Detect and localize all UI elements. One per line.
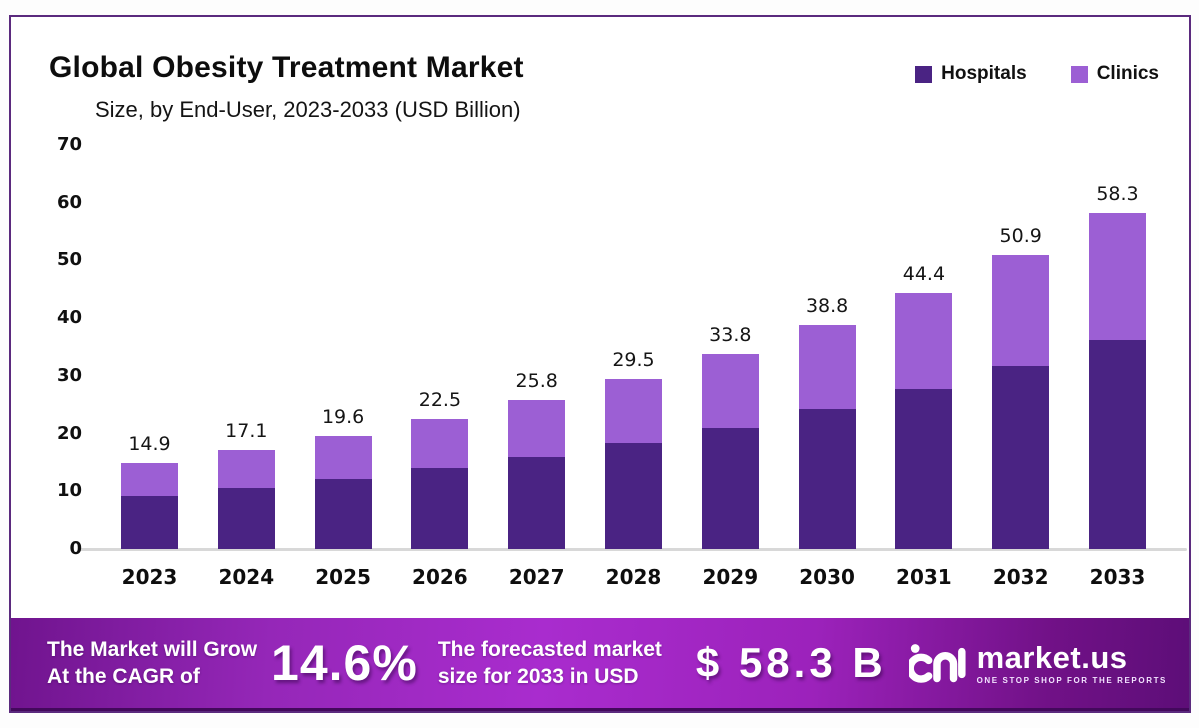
bar-2026: 22.5 bbox=[411, 389, 469, 549]
bar-segment-hospitals bbox=[121, 495, 178, 549]
y-axis-tick: 10 bbox=[56, 480, 82, 502]
bar-segment-clinics bbox=[1089, 212, 1146, 340]
x-axis-label: 2032 bbox=[992, 565, 1049, 589]
bar-segment-clinics bbox=[798, 325, 856, 410]
x-axis-label: 2028 bbox=[605, 565, 662, 589]
brand-name: market.us bbox=[976, 639, 1128, 675]
bar-2032: 50.9 bbox=[992, 225, 1050, 549]
bar-total-label: 33.8 bbox=[709, 323, 752, 346]
legend-item-hospitals: Hospitals bbox=[915, 63, 1027, 85]
bar-segment-clinics bbox=[121, 463, 178, 496]
x-axis-label: 2024 bbox=[218, 565, 275, 589]
bar-total-label: 25.8 bbox=[515, 370, 558, 393]
clinics-swatch-icon bbox=[1070, 65, 1088, 83]
y-axis-tick: 30 bbox=[56, 364, 82, 386]
bar-2031: 44.4 bbox=[895, 263, 953, 549]
bar-segment-clinics bbox=[314, 435, 372, 480]
chart-card: Global Obesity Treatment Market Size, by… bbox=[9, 15, 1191, 713]
bar-2027: 25.8 bbox=[508, 370, 566, 549]
bar-segment-hospitals bbox=[1089, 339, 1146, 549]
x-axis-label: 2023 bbox=[121, 565, 178, 589]
bar-total-label: 44.4 bbox=[902, 262, 946, 285]
y-axis-tick: 60 bbox=[56, 191, 82, 213]
hospitals-swatch-icon bbox=[915, 65, 933, 83]
y-axis-tick: 40 bbox=[56, 307, 82, 329]
legend-item-clinics: Clinics bbox=[1070, 63, 1159, 85]
x-axis-label: 2029 bbox=[702, 565, 759, 589]
bar-segment-clinics bbox=[508, 400, 566, 457]
bar-segment-hospitals bbox=[314, 479, 372, 549]
y-axis-tick: 20 bbox=[56, 422, 82, 444]
bar-total-label: 58.3 bbox=[1096, 182, 1139, 205]
y-axis-tick: 70 bbox=[56, 134, 82, 155]
bar-segment-hospitals bbox=[508, 456, 566, 549]
bar-segment-hospitals bbox=[605, 443, 662, 549]
legend-label-clinics: Clinics bbox=[1096, 63, 1159, 84]
bar-total-label: 19.6 bbox=[321, 405, 365, 428]
bar-segment-clinics bbox=[701, 353, 759, 428]
bar-total-label: 50.9 bbox=[999, 225, 1042, 248]
x-axis-label: 2030 bbox=[799, 565, 855, 589]
bar-total-label: 38.8 bbox=[805, 295, 849, 318]
forecast-label-line2: size for 2033 in USD bbox=[437, 665, 639, 688]
bar-2030: 38.8 bbox=[798, 295, 856, 549]
cagr-label-line2: At the CAGR of bbox=[47, 665, 200, 688]
brand-block: market.us ONE STOP SHOP FOR THE REPORTS bbox=[908, 638, 1167, 688]
legend-label-hospitals: Hospitals bbox=[941, 63, 1027, 84]
bar-segment-hospitals bbox=[701, 427, 759, 549]
bar-segment-clinics bbox=[605, 378, 662, 444]
brand-tagline: ONE STOP SHOP FOR THE REPORTS bbox=[976, 675, 1167, 685]
bar-segment-hospitals bbox=[895, 389, 953, 549]
bar-total-label: 14.9 bbox=[128, 433, 171, 456]
bar-segment-hospitals bbox=[992, 366, 1050, 549]
x-axis-label: 2027 bbox=[508, 565, 565, 589]
bar-total-label: 29.5 bbox=[612, 348, 655, 371]
bar-segment-clinics bbox=[217, 450, 275, 488]
y-axis-tick: 0 bbox=[69, 538, 82, 559]
x-axis-line bbox=[78, 548, 1187, 551]
x-axis-label: 2026 bbox=[412, 565, 468, 589]
chart-subtitle: Size, by End-User, 2023-2033 (USD Billio… bbox=[95, 97, 521, 122]
brand-text: market.us ONE STOP SHOP FOR THE REPORTS bbox=[977, 642, 1167, 685]
bar-chart-plot-area: 0 10 20 30 40 50 60 70 14.9 2023 17.1 2024 19.6 2025 2… bbox=[57, 134, 1187, 589]
bar-total-label: 17.1 bbox=[225, 420, 268, 443]
bar-segment-clinics bbox=[992, 255, 1050, 367]
cagr-label: The Market will Grow At the CAGR of bbox=[47, 636, 257, 691]
bar-2025: 19.6 bbox=[314, 406, 372, 549]
bar-2033: 58.3 bbox=[1089, 183, 1146, 549]
x-axis-label: 2033 bbox=[1089, 565, 1146, 589]
bar-2024: 17.1 bbox=[217, 420, 275, 549]
bar-segment-hospitals bbox=[798, 409, 856, 549]
x-axis-label: 2025 bbox=[315, 565, 371, 589]
footer-banner: The Market will Grow At the CAGR of 14.6… bbox=[11, 618, 1189, 711]
bar-segment-clinics bbox=[895, 292, 953, 390]
cagr-label-line1: The Market will Grow bbox=[47, 637, 258, 661]
forecast-value: $ 58.3 B bbox=[695, 639, 887, 686]
forecast-label-line1: The forecasted market bbox=[437, 637, 662, 661]
bar-total-label: 22.5 bbox=[418, 389, 462, 412]
bar-segment-hospitals bbox=[411, 468, 469, 549]
bar-2029: 33.8 bbox=[701, 324, 759, 549]
bar-segment-clinics bbox=[411, 419, 469, 469]
cagr-value: 14.6% bbox=[271, 635, 418, 691]
legend: Hospitals Clinics bbox=[915, 63, 1159, 85]
bar-2023: 14.9 bbox=[121, 433, 178, 549]
bar-segment-hospitals bbox=[217, 487, 275, 549]
x-axis-label: 2031 bbox=[896, 565, 952, 589]
y-axis-tick: 50 bbox=[56, 249, 82, 271]
forecast-label: The forecasted market size for 2033 in U… bbox=[438, 636, 662, 691]
market-us-logo-icon bbox=[908, 644, 966, 683]
bar-2028: 29.5 bbox=[605, 349, 662, 549]
chart-title: Global Obesity Treatment Market bbox=[49, 51, 524, 84]
